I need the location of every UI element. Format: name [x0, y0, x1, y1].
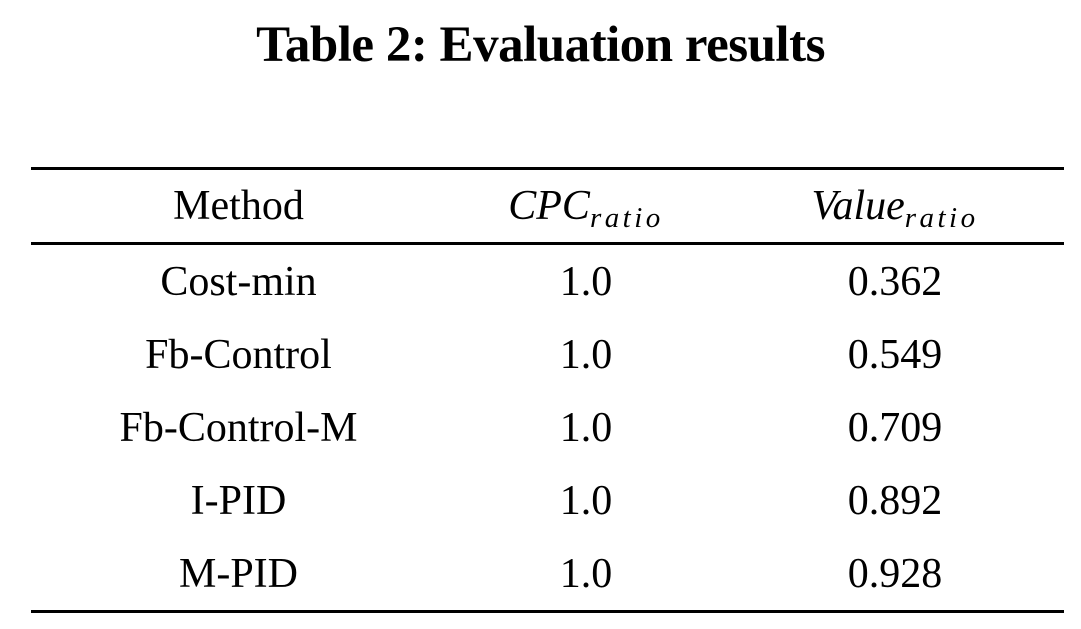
table-bottom-rule: [31, 610, 1064, 613]
cpc-ratio-cell: 1.0: [559, 404, 613, 451]
table-row: Fb-Control 1.0 0.549: [31, 318, 1064, 391]
value-ratio-cell: 0.549: [847, 331, 943, 378]
evaluation-results-table: Method CPCratio Valueratio Cost-min 1.0 …: [31, 167, 1064, 613]
column-header-cpc-ratio: CPCratio: [446, 183, 726, 233]
column-header-method: Method: [173, 183, 304, 229]
table-header-rule: [31, 242, 1064, 245]
table-row: I-PID 1.0 0.892: [31, 464, 1064, 537]
table-row: M-PID 1.0 0.928: [31, 537, 1064, 610]
table-row: Cost-min 1.0 0.362: [31, 245, 1064, 318]
value-ratio-cell: 0.892: [847, 477, 943, 524]
value-ratio-cell: 0.709: [847, 404, 943, 451]
value-ratio-cell: 0.362: [847, 258, 943, 305]
table-header-row: Method CPCratio Valueratio: [31, 170, 1064, 242]
method-cell: I-PID: [190, 477, 287, 524]
value-symbol: Value: [811, 183, 905, 229]
table-caption: Table 2: Evaluation results: [256, 17, 825, 73]
value-ratio-cell: 0.928: [847, 550, 943, 597]
cpc-ratio-cell: 1.0: [559, 550, 613, 597]
cpc-ratio-cell: 1.0: [559, 477, 613, 524]
method-cell: Fb-Control: [145, 331, 332, 378]
column-header-value-ratio: Valueratio: [726, 183, 1064, 233]
method-cell: M-PID: [178, 550, 298, 597]
table-row: Fb-Control-M 1.0 0.709: [31, 391, 1064, 464]
cpc-ratio-cell: 1.0: [559, 258, 613, 305]
table-top-rule: [31, 167, 1064, 170]
value-subscript: ratio: [904, 202, 979, 235]
cpc-subscript: ratio: [589, 202, 664, 235]
method-cell: Fb-Control-M: [119, 404, 358, 451]
cpc-symbol: CPC: [508, 183, 590, 229]
method-cell: Cost-min: [160, 258, 317, 305]
cpc-ratio-cell: 1.0: [559, 331, 613, 378]
